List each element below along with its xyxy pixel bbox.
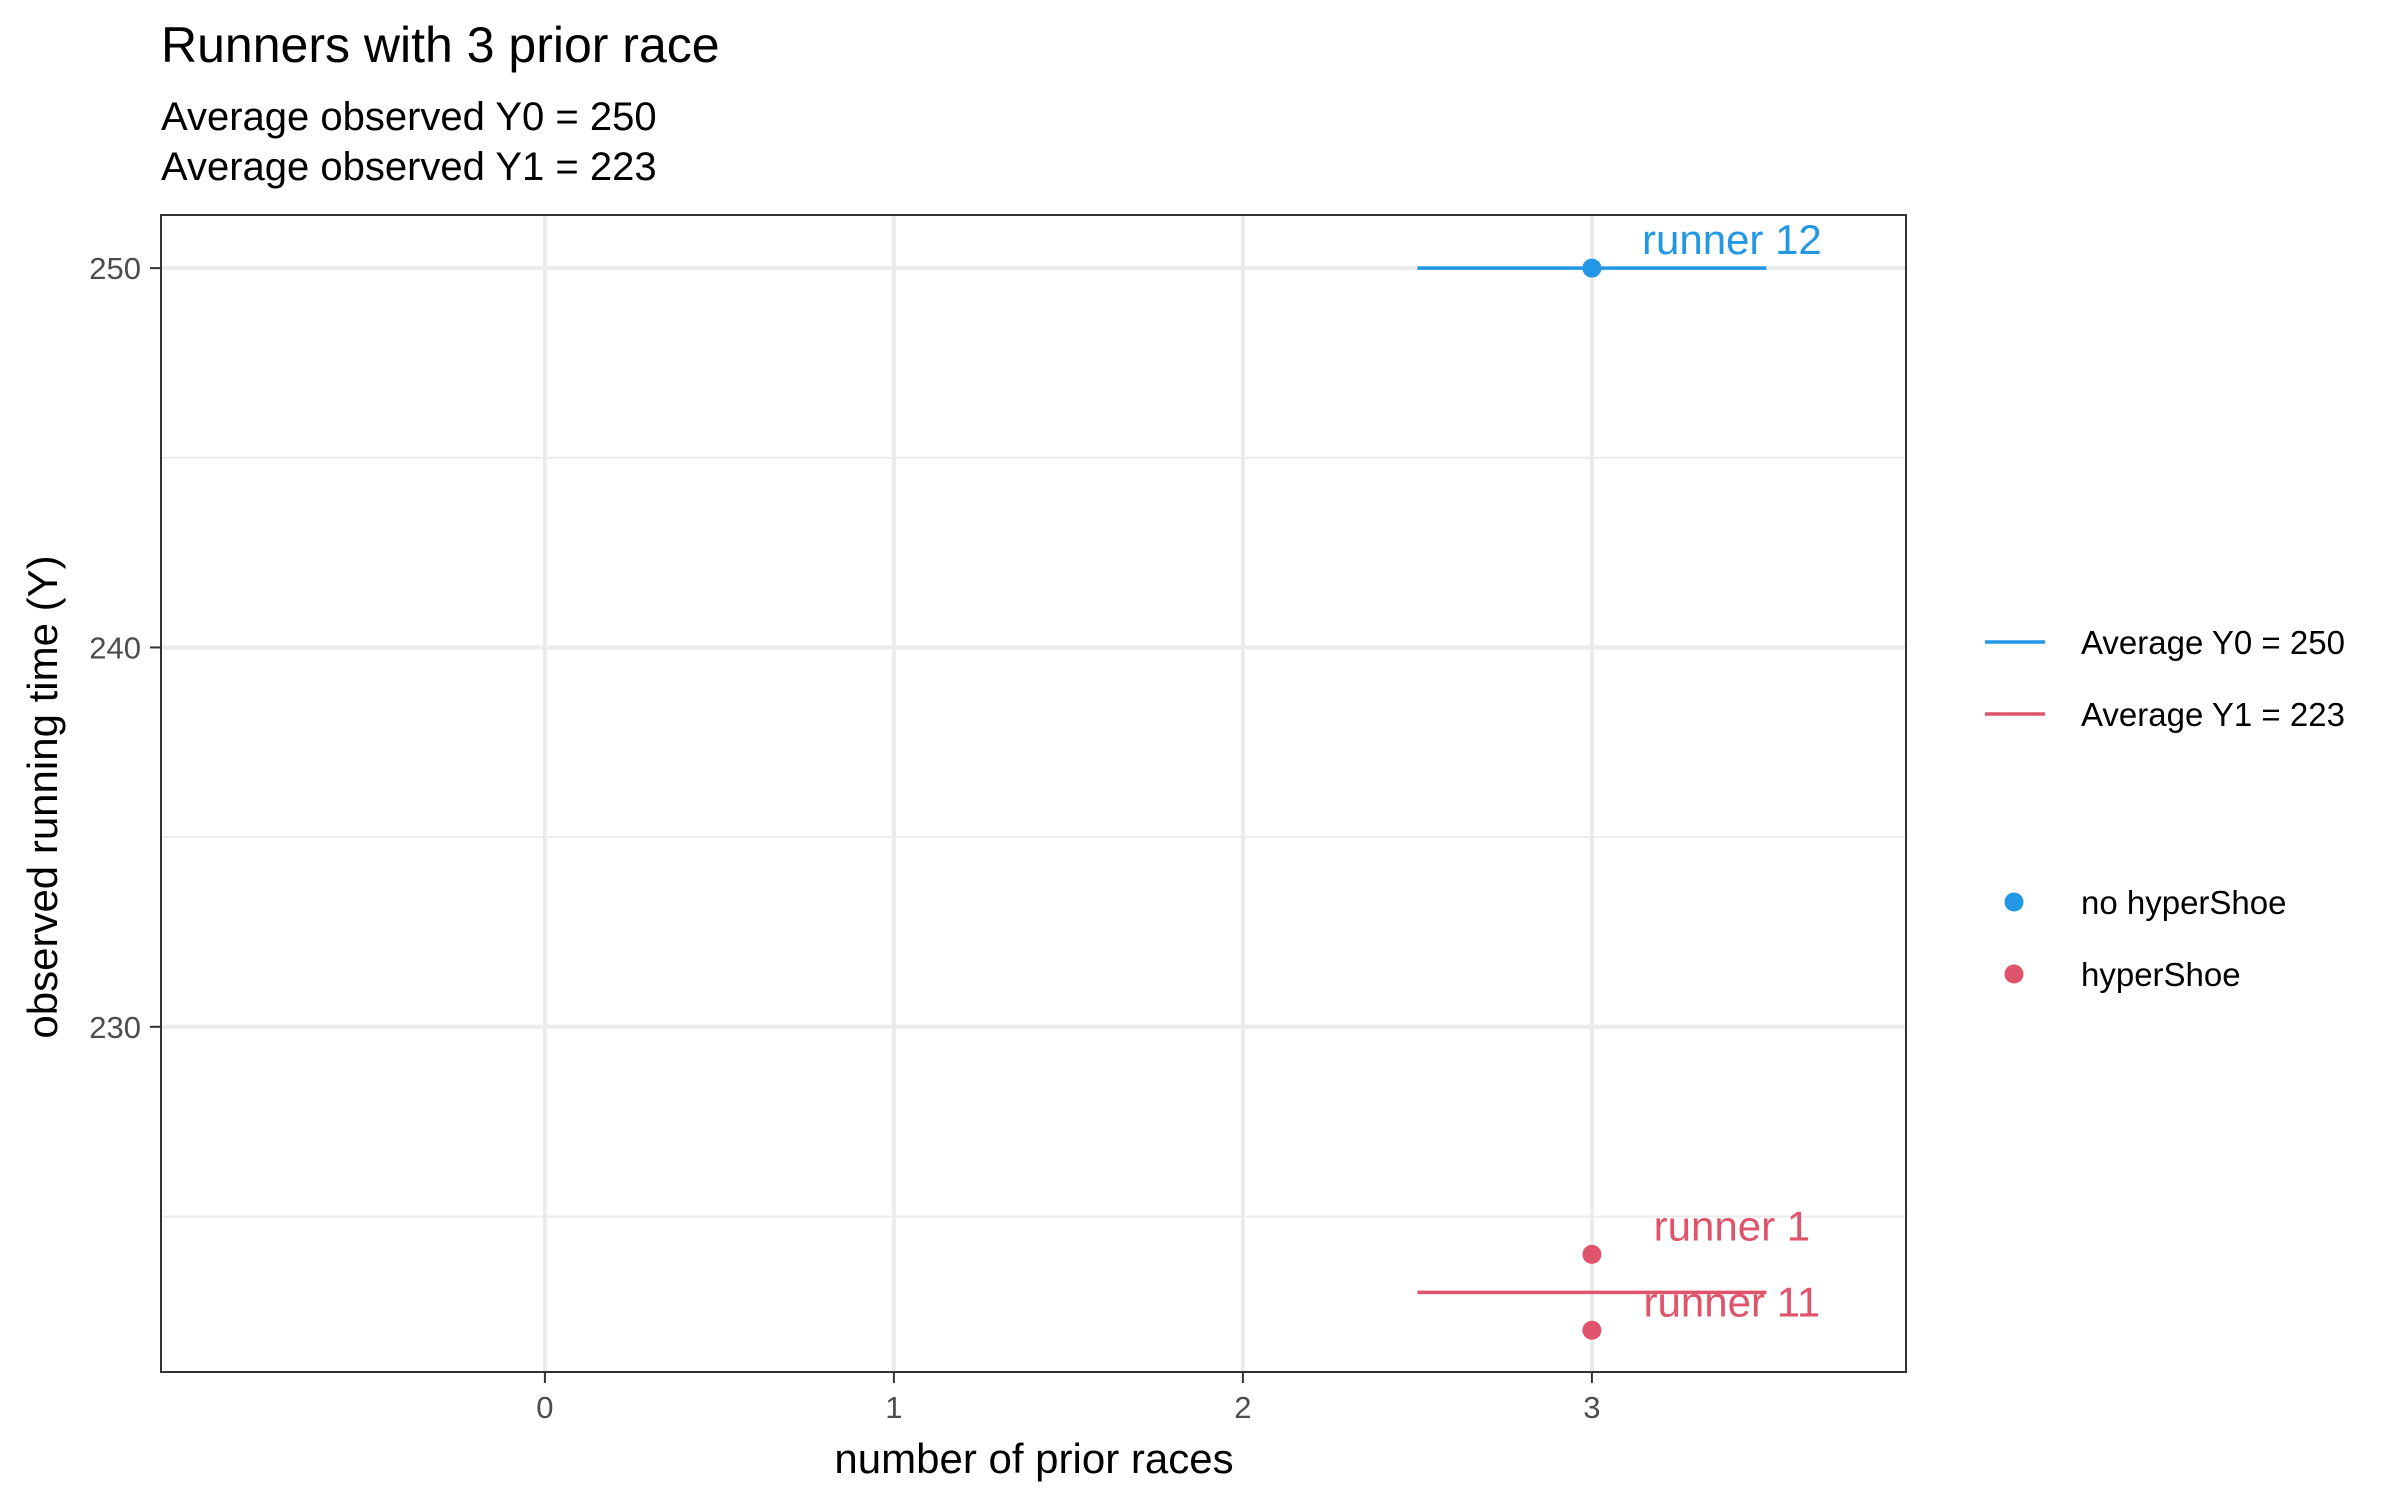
point-label: runner 1: [1654, 1202, 1810, 1249]
legend-point-key: [2004, 964, 2024, 984]
x-tick-label: 2: [1234, 1390, 1251, 1425]
chart-subtitle-line-2: Average observed Y1 = 223: [161, 145, 657, 189]
axis-ticks: 230 240 250 0 1 2 3: [89, 251, 1600, 1425]
point-labels: runner 12 runner 1 runner 11: [1642, 216, 1822, 1325]
legend-point-label: no hyperShoe: [2081, 884, 2287, 921]
data-point: [1582, 1320, 1602, 1340]
legend-line-label: Average Y0 = 250: [2081, 624, 2345, 661]
x-axis-title: number of prior races: [834, 1435, 1233, 1482]
point-label: runner 11: [1644, 1278, 1821, 1325]
legend-line-label: Average Y1 = 223: [2081, 696, 2345, 733]
x-tick-label: 1: [885, 1390, 902, 1425]
plot-panel-border: [160, 214, 1907, 1373]
x-tick-label: 0: [536, 1390, 553, 1425]
y-tick-label: 230: [89, 1010, 141, 1045]
y-tick-label: 250: [89, 251, 141, 286]
x-tick-label: 3: [1583, 1390, 1600, 1425]
legend: Average Y0 = 250 Average Y1 = 223 no hyper…: [1985, 624, 2345, 993]
y-tick-label: 240: [89, 630, 141, 665]
data-point: [1582, 1244, 1602, 1264]
data-points: [1582, 258, 1602, 1340]
chart-title: Runners with 3 prior race: [161, 17, 720, 73]
y-axis-title: observed running time (Y): [19, 555, 66, 1038]
legend-point-key: [2004, 892, 2024, 912]
grid: [161, 215, 1906, 1372]
data-point: [1582, 258, 1602, 278]
point-label: runner 12: [1642, 216, 1822, 263]
chart-subtitle-line-1: Average observed Y0 = 250: [161, 95, 657, 139]
legend-point-label: hyperShoe: [2081, 956, 2241, 993]
